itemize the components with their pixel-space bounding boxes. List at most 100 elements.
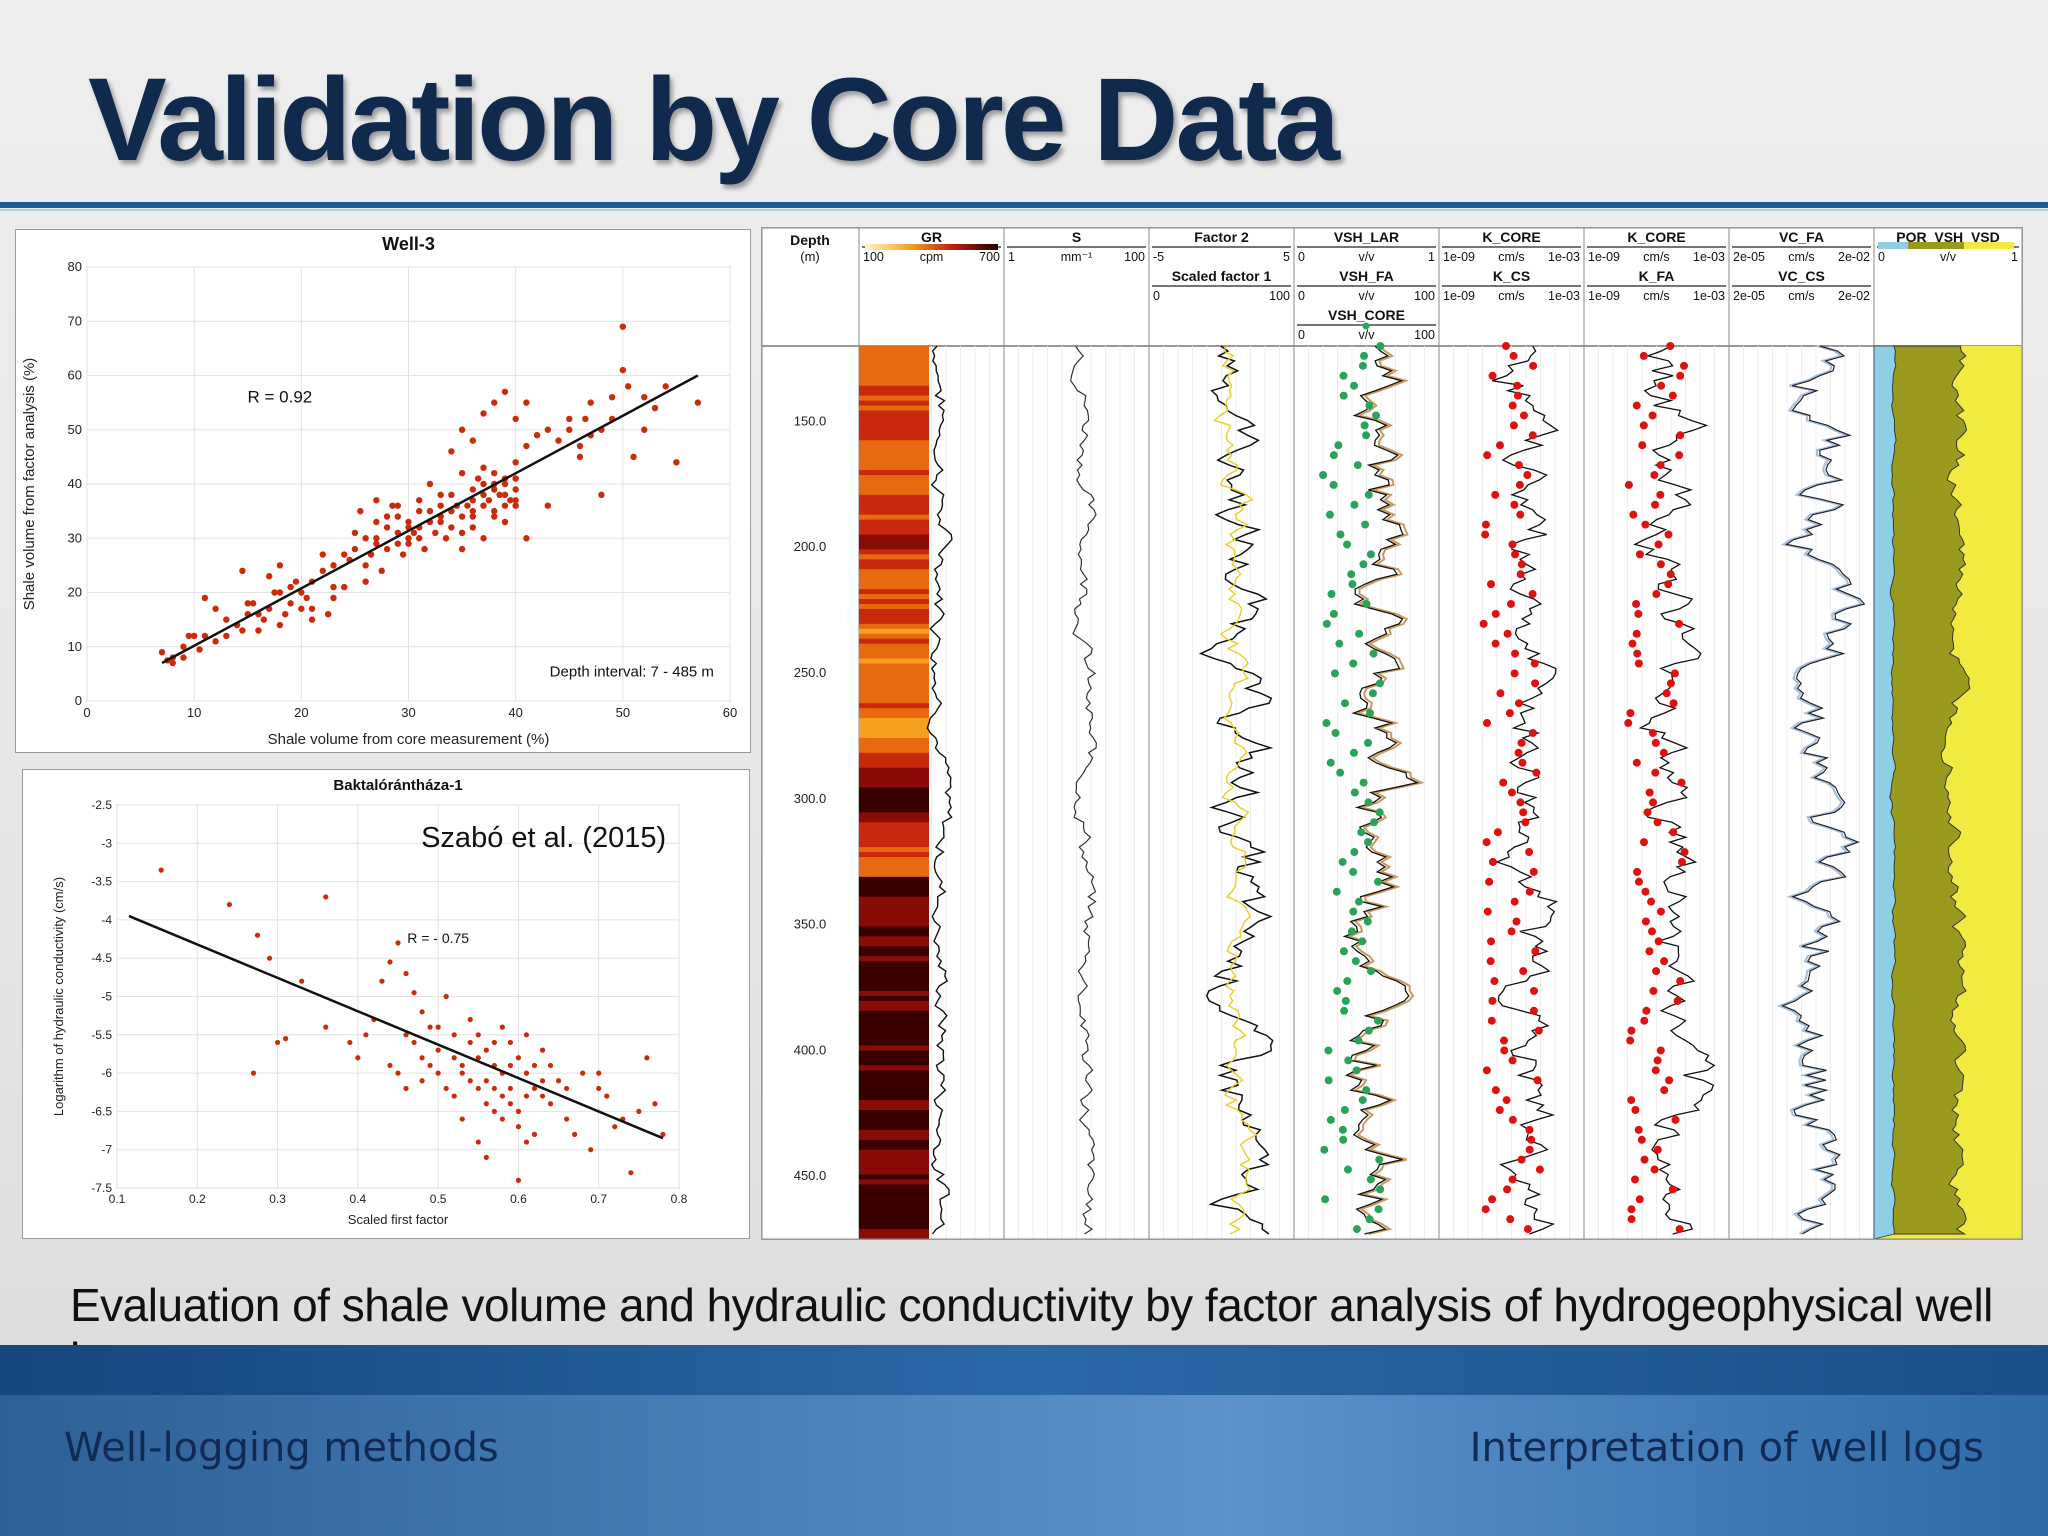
gr-colour-band [859,1134,929,1141]
k-core-point [1653,1145,1662,1154]
k-core-point [1519,411,1528,420]
track-scale-max: 1e-03 [1693,250,1725,264]
gr-colour-band [859,1005,929,1012]
depth-interval-annotation: Depth interval: 7 - 485 m [550,664,714,681]
data-point [458,545,466,553]
data-point [507,1062,513,1069]
data-point [580,1070,586,1076]
vsh-core-point [1366,550,1375,559]
data-point [303,594,310,602]
gr-colour-band [859,346,929,352]
vsh-core-point [1360,351,1369,360]
data-point [544,502,552,509]
vsh-core-point [1326,1115,1335,1124]
gr-colour-band [859,772,929,779]
vsh-core-point [1362,431,1371,440]
data-point [576,442,584,450]
data-point [458,469,466,477]
data-point [435,1024,441,1030]
data-point [443,1085,449,1092]
k-core-point [1534,1026,1543,1035]
gr-colour-band [859,990,929,997]
gr-colour-band [859,504,929,511]
k-core-point [1529,986,1538,995]
k-core-point [1669,828,1678,837]
data-point [515,1124,522,1130]
gr-colour-band [859,703,929,709]
vsh-core-point [1359,560,1368,569]
data-point [512,497,519,504]
track-header-name: VC_FA [1779,229,1824,245]
k-core-point [1676,371,1685,380]
k-core-point [1502,1096,1511,1105]
gr-colour-band [859,921,929,928]
gr-colour-band [859,792,929,799]
vsh-core-point [1375,1155,1384,1164]
data-point [566,415,573,423]
gr-colour-band [859,767,929,774]
data-point [628,1170,634,1176]
vsh-core-point [1361,520,1370,529]
gr-colour-band [859,539,929,546]
vsh-core-point [1336,768,1345,777]
k-core-point [1633,867,1642,876]
depth-unit: (m) [800,249,820,264]
y-tick-label: -2.5 [91,798,112,812]
k-core-point [1660,1086,1669,1095]
k-core-point [1505,709,1514,718]
vsh-core-point [1340,1006,1349,1015]
data-point [448,491,455,499]
well3-scatter-chart: 0 10 20 30 40 50 60 0 10 20 30 40 50 60 70 80 Well-3 Shal… [21,234,737,748]
data-point [180,643,187,650]
data-point [323,894,329,900]
track-scale-unit: cm/s [1643,250,1669,264]
gr-colour-band [859,1114,929,1121]
data-point [491,1108,497,1114]
gr-colour-band [859,1184,929,1190]
data-point [531,1131,538,1137]
y-tick-label: -7.5 [91,1181,112,1195]
gr-colour-band [859,723,929,729]
k-core-point [1528,728,1537,737]
regression-line [161,374,699,665]
y-tick-label: -3 [101,836,112,850]
gr-colour-band [859,842,929,848]
data-point [226,901,232,908]
vsh-core-point [1330,669,1339,678]
baktalorantaza-chart-panel: 0.1 0.2 0.3 0.4 0.5 0.6 0.7 0.8 -2.5 -3 -3.5 -4 -4.5… [22,769,750,1239]
data-point [507,1101,513,1107]
vsh-core-point [1364,738,1373,747]
data-point [576,453,584,461]
track-header-name: K_CS [1493,268,1530,284]
vsh-core-point [1339,391,1348,400]
x-tick-label: 0 [83,705,90,720]
vsh-core-point [1363,917,1372,926]
k-core-point [1666,342,1675,350]
k-core-point [1479,619,1488,628]
data-point [507,497,514,504]
data-point [501,491,509,499]
gr-colour-band [859,1055,929,1061]
track-header-name: VSH_FA [1339,268,1393,284]
gr-colour-band [859,837,929,843]
data-point [223,616,230,623]
k-core-point [1640,1155,1649,1164]
vsh-core-point [1325,510,1334,519]
gr-colour-band [859,1050,929,1057]
data-point [180,654,187,661]
k-core-point [1507,927,1516,936]
depth-tick-label: 150.0 [794,413,827,428]
gr-colour-band [859,1010,929,1017]
data-point [469,497,476,504]
gr-colour-band [859,1234,929,1240]
track-scale-unit: cm/s [1643,289,1669,303]
gr-colour-band [859,360,929,367]
gr-colour-band [859,1174,929,1181]
data-point [308,605,316,612]
k-core-point [1508,540,1517,549]
data-point [405,535,412,542]
k-core-point [1675,1225,1684,1234]
track-scale-min: 0 [1298,250,1305,264]
gr-colour-band [859,1219,929,1225]
gr-colour-band [859,460,929,466]
